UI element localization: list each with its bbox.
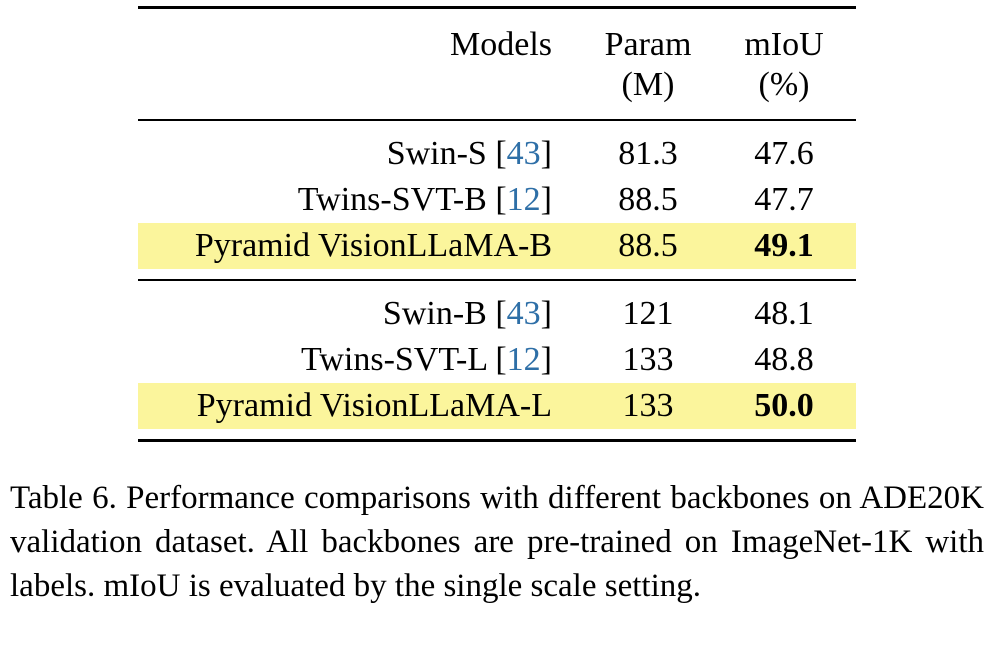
citation-link[interactable]: 43 <box>506 295 541 332</box>
table-row: Pyramid VisionLLaMA-B 88.5 49.1 <box>138 223 856 269</box>
cell-param: 133 <box>622 387 674 424</box>
header-rule <box>138 119 856 121</box>
cell-model: Pyramid VisionLLaMA-L <box>197 383 552 429</box>
header-param: Param (M) <box>586 25 710 105</box>
header-param-line1: Param <box>604 26 692 63</box>
cell-param: 88.5 <box>618 181 678 218</box>
model-name: Swin-B <box>382 295 487 332</box>
cell-miou: 50.0 <box>754 387 814 424</box>
cell-miou: 47.7 <box>754 181 814 218</box>
cell-param: 121 <box>622 295 674 332</box>
cell-miou: 47.6 <box>754 135 814 172</box>
citation-link[interactable]: 12 <box>506 181 541 218</box>
header-miou-line1: mIoU <box>744 26 824 63</box>
cell-model: Swin-B [43] <box>382 295 552 332</box>
row-group: Swin-S [43] 81.3 47.6 Twins-SVT-B [12] 88.5 4… <box>138 121 856 279</box>
table-row: Swin-S [43] 81.3 47.6 <box>138 131 856 177</box>
cell-model: Twins-SVT-L [12] <box>300 341 552 378</box>
cell-miou: 49.1 <box>754 227 814 264</box>
model-name: Pyramid VisionLLaMA-B <box>194 227 552 264</box>
table-header: Models Param (M) mIoU (%) <box>138 9 856 119</box>
cell-param: 88.5 <box>618 227 678 264</box>
header-miou: mIoU (%) <box>724 25 844 105</box>
model-name: Pyramid VisionLLaMA-L <box>196 387 552 424</box>
citation-link[interactable]: 43 <box>506 135 541 172</box>
table-row: Twins-SVT-L [12] 133 48.8 <box>138 337 856 383</box>
bottom-rule <box>138 439 856 442</box>
model-name: Twins-SVT-L <box>300 341 487 378</box>
results-table: Models Param (M) mIoU (%) Swin-S [43] 81.… <box>138 6 856 442</box>
cell-param: 81.3 <box>618 135 678 172</box>
cell-miou: 48.1 <box>754 295 814 332</box>
model-name: Twins-SVT-B <box>297 181 487 218</box>
cell-model: Swin-S [43] <box>386 135 552 172</box>
table-row: Twins-SVT-B [12] 88.5 47.7 <box>138 177 856 223</box>
cell-model: Pyramid VisionLLaMA-B <box>195 223 552 269</box>
header-miou-line2: (%) <box>758 66 810 103</box>
header-param-line2: (M) <box>621 66 675 103</box>
table-caption: Table 6. Performance comparisons with di… <box>10 480 984 604</box>
table-row: Swin-B [43] 121 48.1 <box>138 291 856 337</box>
group-rule <box>138 279 856 281</box>
row-group: Swin-B [43] 121 48.1 Twins-SVT-L [12] 133 48.… <box>138 281 856 439</box>
table-row: Pyramid VisionLLaMA-L 133 50.0 <box>138 383 856 429</box>
cell-param: 133 <box>622 341 674 378</box>
top-rule <box>138 6 856 9</box>
cell-model: Twins-SVT-B [12] <box>297 181 552 218</box>
cell-miou: 48.8 <box>754 341 814 378</box>
model-name: Swin-S <box>386 135 487 172</box>
header-models: Models <box>450 26 552 63</box>
citation-link[interactable]: 12 <box>506 341 541 378</box>
table-body: Swin-S [43] 81.3 47.6 Twins-SVT-B [12] 88.5 4… <box>138 121 856 439</box>
